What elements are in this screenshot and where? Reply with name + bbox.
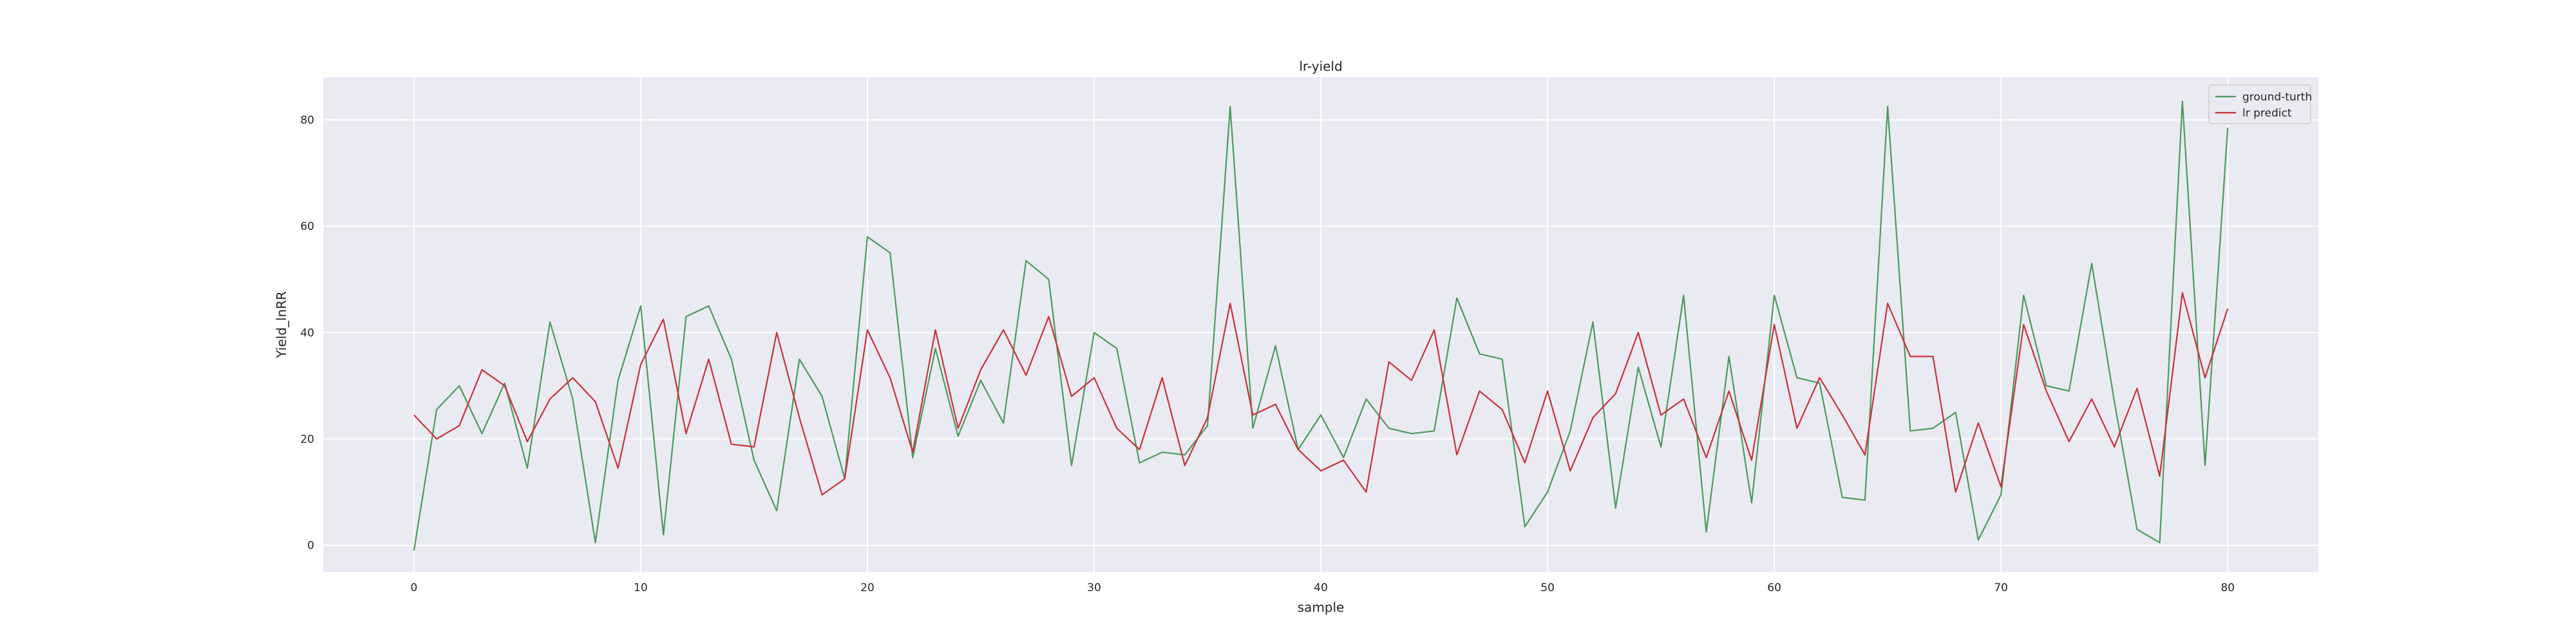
y-tick-label: 40 [300, 327, 314, 339]
x-tick-label: 0 [410, 582, 417, 594]
y-tick-label: 60 [300, 220, 314, 233]
x-tick-label: 80 [2221, 582, 2235, 594]
x-axis-label: sample [1298, 600, 1345, 615]
y-tick-label: 20 [300, 433, 314, 446]
x-tick-label: 50 [1540, 582, 1555, 594]
grid [323, 77, 2318, 572]
chart-title: lr-yield [1299, 59, 1342, 74]
x-tick-label: 10 [634, 582, 648, 594]
x-tick-label: 20 [860, 582, 875, 594]
legend-label-lr-predict: lr predict [2242, 107, 2292, 120]
series-layer [413, 100, 2229, 551]
x-tick-label: 60 [1767, 582, 1781, 594]
x-axis: 0 10 20 30 40 50 60 70 80 [410, 582, 2235, 594]
y-tick-label: 80 [300, 114, 314, 127]
y-tick-label: 0 [307, 540, 314, 553]
x-tick-label: 40 [1314, 582, 1328, 594]
y-axis: 0 20 40 60 80 [300, 114, 314, 553]
x-tick-label: 30 [1087, 582, 1101, 594]
legend-box [2208, 84, 2311, 124]
legend-label-ground-turth: ground-turth [2242, 91, 2312, 104]
series-line-ground-turth [413, 100, 2229, 551]
x-tick-label: 70 [1994, 582, 2008, 594]
legend: ground-turth lr predict [2208, 84, 2312, 124]
series-line-lr-predict [413, 292, 2229, 496]
y-axis-label: Yield_lnRR [274, 291, 289, 359]
